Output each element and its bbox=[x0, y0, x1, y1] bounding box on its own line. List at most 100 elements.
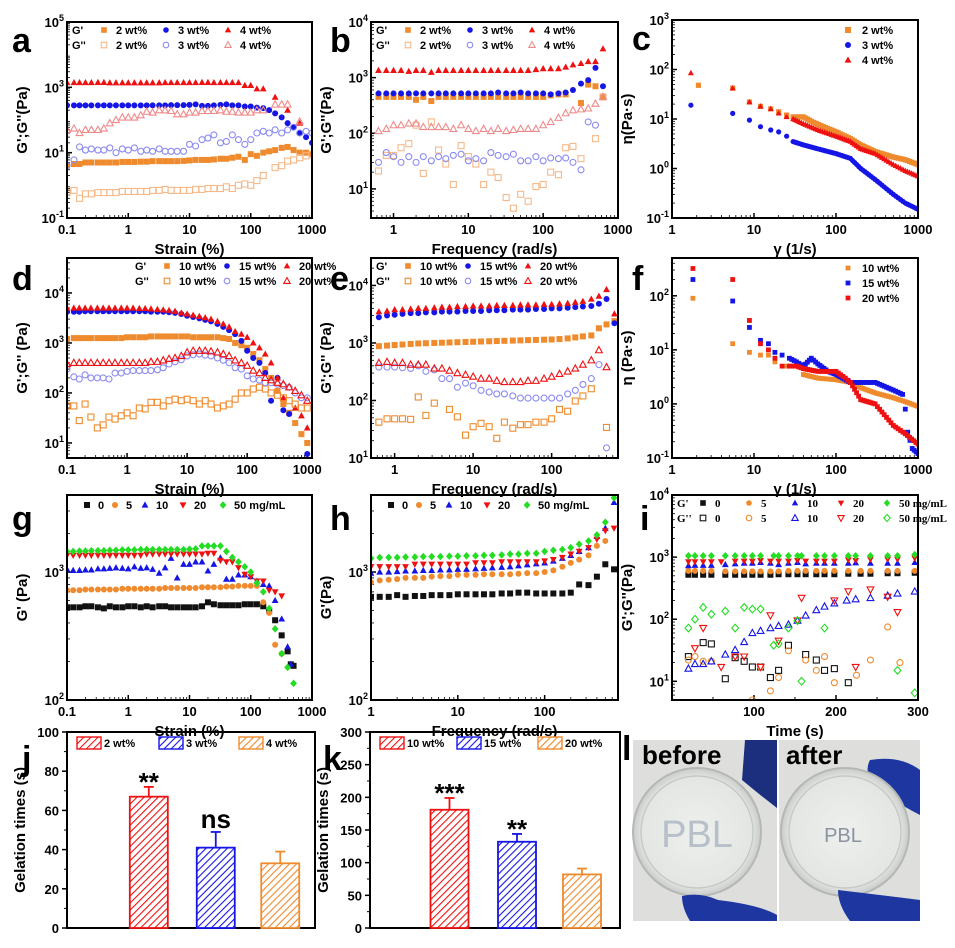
data-point bbox=[240, 107, 250, 116]
legend-label: 0 bbox=[98, 500, 104, 512]
data-point bbox=[470, 307, 477, 314]
data-point bbox=[117, 112, 127, 121]
data-point bbox=[217, 584, 224, 591]
data-point bbox=[540, 394, 548, 402]
data-point bbox=[303, 424, 311, 431]
data-point bbox=[449, 124, 458, 133]
data-point bbox=[222, 106, 231, 115]
data-point bbox=[690, 645, 700, 654]
data-point bbox=[517, 89, 524, 96]
data-point bbox=[592, 57, 599, 65]
data-point bbox=[192, 78, 200, 86]
data-point bbox=[820, 653, 829, 661]
legend-row-label: G'' bbox=[376, 276, 390, 288]
data-point bbox=[235, 565, 242, 572]
panel-label-l: l bbox=[622, 730, 631, 768]
data-point bbox=[259, 171, 267, 180]
data-point bbox=[575, 540, 583, 549]
legend-marker bbox=[745, 514, 753, 522]
data-point bbox=[894, 556, 901, 563]
y-tick-label: 102 bbox=[349, 391, 368, 408]
data-point bbox=[198, 542, 206, 550]
data-point bbox=[567, 543, 575, 552]
data-point bbox=[524, 66, 532, 73]
y-axis-label: G';G''(Pa) bbox=[318, 86, 335, 153]
data-point bbox=[915, 404, 917, 409]
panel-label-g: g bbox=[12, 500, 33, 538]
data-point bbox=[166, 106, 176, 115]
x-tick-label: 10 bbox=[747, 222, 761, 237]
data-point bbox=[461, 379, 470, 387]
x-tick-label: 1000 bbox=[293, 462, 322, 477]
data-point bbox=[68, 552, 71, 558]
data-point bbox=[419, 566, 427, 573]
data-point bbox=[585, 537, 592, 545]
series-10 bbox=[68, 554, 295, 667]
data-point bbox=[454, 571, 461, 578]
data-point bbox=[843, 588, 853, 597]
data-point bbox=[87, 335, 94, 342]
data-point bbox=[297, 390, 306, 399]
data-point bbox=[241, 582, 248, 589]
data-point bbox=[493, 434, 501, 442]
data-point bbox=[486, 126, 496, 135]
data-point bbox=[516, 394, 524, 402]
legend-item: 3 wt% bbox=[158, 736, 217, 750]
data-point bbox=[184, 333, 191, 340]
data-point bbox=[123, 112, 133, 121]
legend-marker bbox=[845, 280, 851, 286]
data-point bbox=[100, 146, 108, 154]
data-point bbox=[532, 93, 539, 100]
data-point bbox=[399, 306, 406, 313]
data-point bbox=[716, 663, 726, 672]
data-point bbox=[402, 567, 409, 574]
data-point bbox=[99, 304, 107, 311]
data-point bbox=[487, 168, 495, 176]
data-point bbox=[794, 557, 801, 565]
data-point bbox=[100, 546, 108, 555]
data-point bbox=[593, 573, 600, 580]
data-point bbox=[421, 359, 431, 368]
data-point bbox=[161, 564, 169, 571]
data-point bbox=[210, 601, 217, 608]
data-point bbox=[155, 79, 163, 86]
x-axis-label: Time (s) bbox=[766, 723, 823, 740]
data-point bbox=[382, 357, 392, 365]
data-point bbox=[695, 82, 702, 88]
data-point bbox=[541, 547, 549, 556]
data-point bbox=[180, 102, 187, 109]
data-point bbox=[290, 124, 297, 131]
data-point bbox=[235, 78, 242, 86]
data-point bbox=[523, 549, 531, 558]
y-tick-label: 102 bbox=[45, 691, 64, 708]
data-point bbox=[554, 113, 563, 121]
data-point bbox=[119, 604, 126, 611]
data-point bbox=[247, 568, 255, 576]
y-axis-label: G';G''(Pa) bbox=[14, 86, 31, 153]
data-point bbox=[509, 204, 517, 212]
data-point bbox=[106, 546, 114, 555]
data-point bbox=[402, 564, 409, 571]
data-point bbox=[130, 112, 139, 121]
data-point bbox=[260, 149, 267, 156]
data-point bbox=[477, 302, 485, 309]
legend-marker bbox=[844, 56, 852, 63]
data-point bbox=[309, 151, 311, 158]
data-point bbox=[156, 158, 163, 165]
data-point bbox=[603, 296, 610, 303]
data-point bbox=[375, 308, 383, 315]
legend-marker bbox=[523, 501, 531, 509]
series-g-3-wt- bbox=[68, 123, 311, 170]
data-point bbox=[210, 550, 218, 557]
data-point bbox=[749, 571, 756, 578]
data-point bbox=[398, 364, 407, 372]
data-point bbox=[690, 614, 700, 624]
data-point bbox=[228, 184, 236, 193]
data-point bbox=[155, 186, 163, 194]
data-point bbox=[76, 587, 83, 594]
data-point bbox=[757, 557, 764, 565]
x-tick-label: 1 bbox=[125, 704, 132, 719]
data-point bbox=[477, 386, 485, 394]
data-point bbox=[748, 604, 757, 614]
data-point bbox=[372, 564, 375, 569]
